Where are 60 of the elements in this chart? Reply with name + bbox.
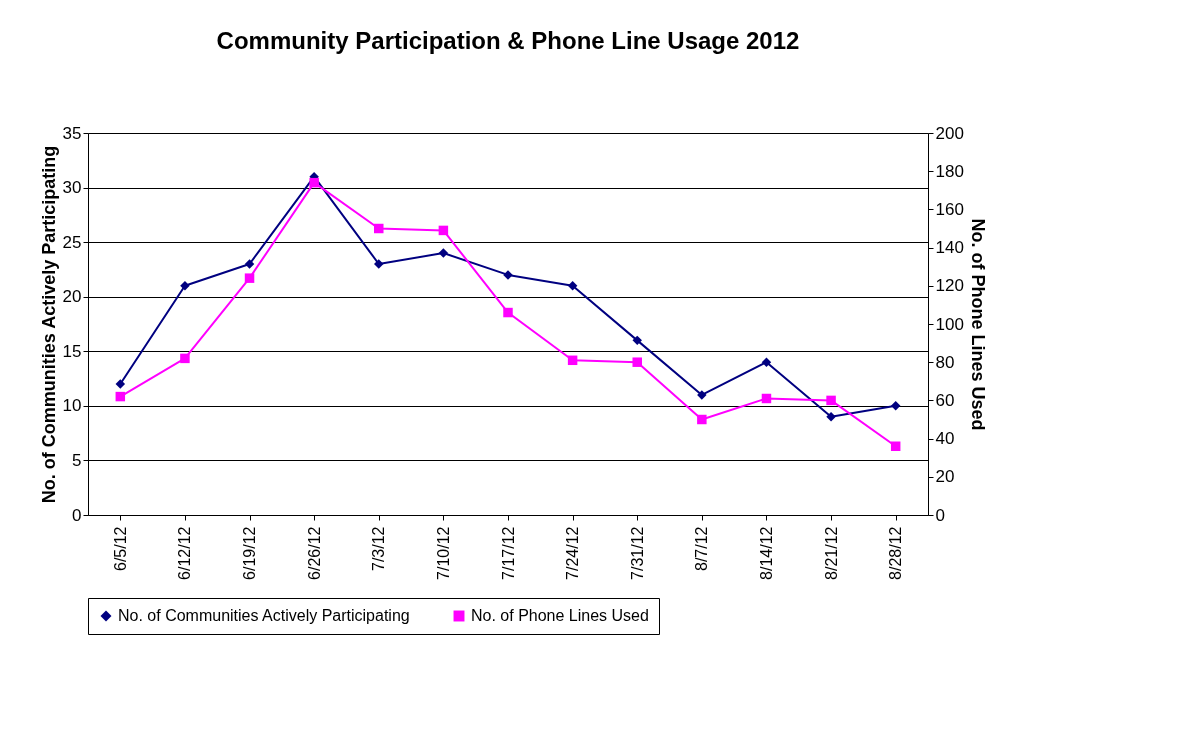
y-tick-label: 15	[62, 341, 82, 361]
x-tick-label: 7/31/12	[628, 526, 646, 580]
point	[374, 259, 384, 269]
point	[438, 248, 449, 258]
y-tick-label: 0	[72, 505, 82, 525]
x-tick-label: 7/24/12	[564, 526, 582, 580]
point	[761, 393, 772, 404]
y-tick-label: 10	[62, 396, 82, 416]
chart-title: Community Participation & Phone Line Usage 2012	[216, 27, 800, 54]
point	[244, 273, 255, 283]
x-tick-label: 6/12/12	[176, 526, 194, 580]
y2-tick-label: 80	[935, 352, 955, 372]
y-axis-title: No. of Communities Actively Participating	[38, 145, 59, 504]
x-tick-label: 8/28/12	[887, 526, 905, 580]
point	[374, 223, 384, 234]
y2-tick-label: 160	[935, 199, 964, 219]
point	[244, 259, 255, 269]
point	[567, 355, 578, 366]
y-tick-label: 35	[62, 123, 82, 143]
x-tick-label: 6/26/12	[305, 526, 323, 580]
y2-tick-label: 140	[935, 238, 964, 258]
y2-tick-label: 0	[935, 505, 945, 525]
y2-tick-label: 100	[935, 314, 964, 334]
y2-tick-label: 120	[935, 276, 964, 296]
legend-label: No. of Phone Lines Used	[471, 607, 649, 624]
point	[438, 225, 449, 236]
point	[309, 177, 319, 188]
point	[890, 401, 901, 411]
x-tick-label: 8/7/12	[693, 526, 711, 571]
point	[115, 379, 126, 389]
x-tick-label: 7/3/12	[370, 526, 388, 571]
legend-label: No. of Communities Actively Participating	[118, 607, 410, 624]
point	[632, 357, 642, 367]
y-tick-label: 5	[72, 450, 82, 470]
point	[826, 412, 836, 422]
x-tick-label: 7/10/12	[434, 526, 452, 580]
point	[697, 414, 707, 425]
y2-tick-label: 200	[935, 123, 964, 143]
y2-axis-title: No. of Phone Lines Used	[967, 218, 988, 431]
y-tick-label: 25	[62, 232, 82, 252]
y2-tick-label: 20	[935, 467, 955, 487]
x-tick-label: 6/19/12	[241, 526, 259, 580]
y-tick-label: 20	[62, 287, 82, 307]
point	[180, 281, 190, 291]
point	[826, 395, 836, 406]
y2-tick-label: 40	[935, 429, 955, 449]
point	[115, 391, 126, 402]
point	[761, 357, 772, 367]
x-tick-label: 6/5/12	[111, 526, 129, 571]
x-tick-label: 7/17/12	[499, 526, 517, 580]
point	[890, 441, 901, 451]
point	[180, 353, 190, 364]
y2-tick-label: 180	[935, 161, 964, 181]
point	[503, 307, 513, 318]
x-tick-label: 8/14/12	[757, 526, 775, 580]
y-tick-label: 30	[62, 178, 82, 198]
y2-tick-label: 60	[935, 390, 955, 410]
point	[632, 335, 642, 346]
point	[567, 281, 578, 291]
x-tick-label: 8/21/12	[822, 526, 840, 580]
